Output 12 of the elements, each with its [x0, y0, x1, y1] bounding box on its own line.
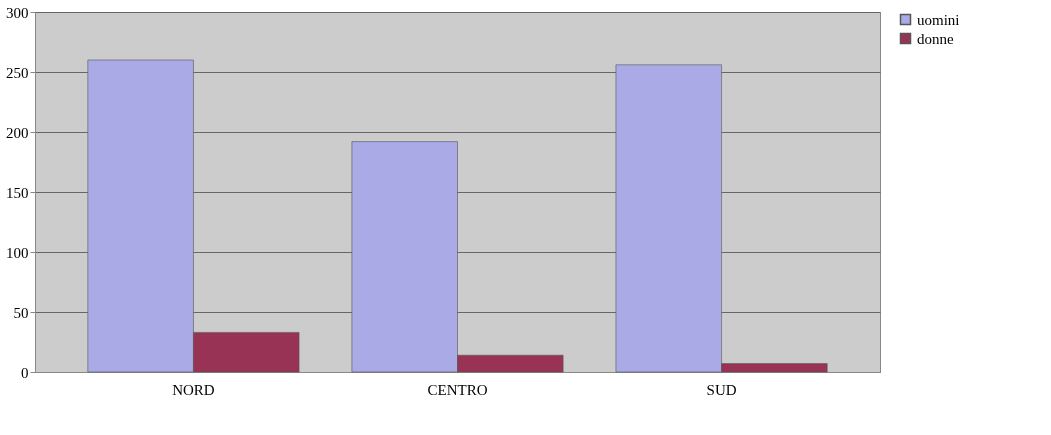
y-tick-label: 0 [21, 364, 29, 381]
y-tick-label: 200 [6, 124, 29, 141]
x-tick-label: NORD [172, 381, 215, 398]
y-tick-label: 300 [6, 4, 29, 21]
x-tick-label: SUD [706, 381, 737, 398]
y-tick-label: 150 [6, 184, 29, 201]
y-tick-label: 100 [6, 244, 29, 261]
legend-label: uomini [917, 11, 960, 28]
y-tick-label: 50 [13, 304, 29, 321]
y-tick-label: 250 [6, 64, 29, 81]
legend-label: donne [917, 30, 954, 47]
x-tick-label: CENTRO [427, 381, 488, 398]
